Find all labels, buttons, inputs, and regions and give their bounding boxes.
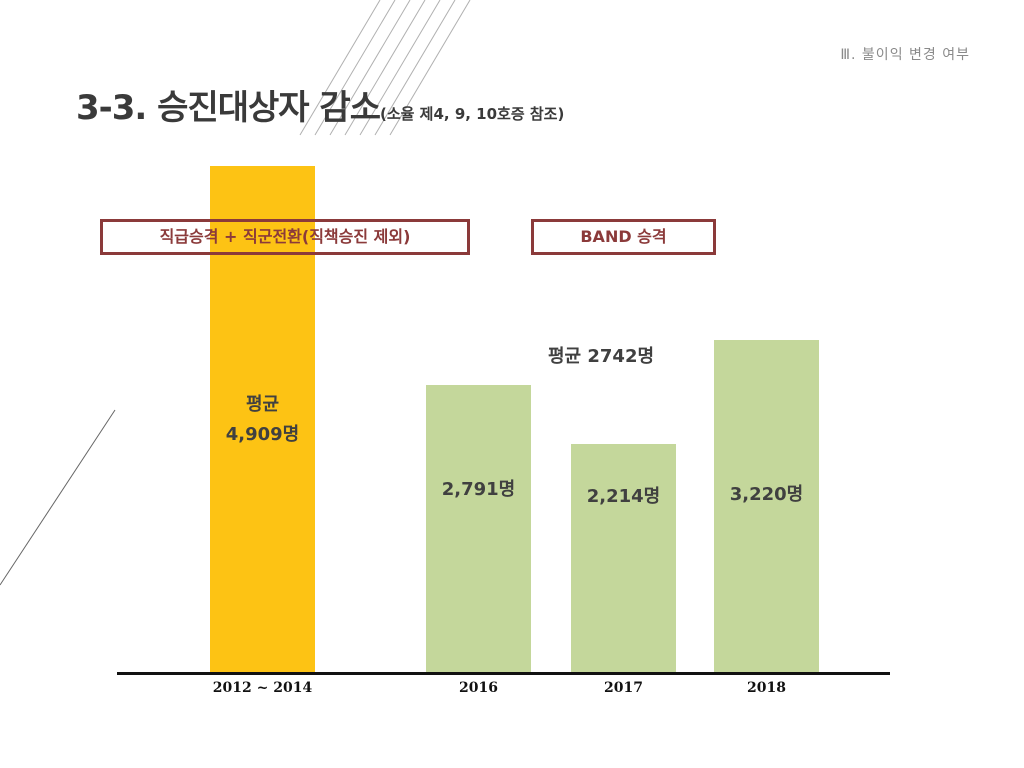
bar-0 [210, 166, 315, 673]
data-label: 3,220명 [729, 484, 804, 505]
x-tick-label: 2012 ~ 2014 [212, 680, 313, 696]
bar-2 [571, 444, 676, 673]
page-title: 3-3. 승진대상자 감소(소율 제4, 9, 10호증 참조) [76, 80, 564, 129]
bar-1 [426, 384, 531, 673]
average-annotation: 평균 2742명 [548, 346, 655, 367]
data-label: 평균 4,909명 [225, 394, 300, 445]
section-label: Ⅲ. 불이익 변경 여부 [840, 47, 970, 63]
title-reference: (소율 제4, 9, 10호증 참조) [379, 105, 565, 123]
category-box-band-promotion: BAND 승격 [531, 219, 716, 255]
x-tick-label: 2018 [747, 680, 786, 696]
x-tick-label: 2016 [459, 680, 498, 696]
x-axis-line [117, 672, 890, 675]
x-tick-label: 2017 [604, 680, 643, 696]
data-label: 2,214명 [586, 486, 661, 507]
category-box-grade-promotion: 직급승격 + 직군전환(직책승진 제외) [100, 219, 470, 255]
title-main: 3-3. 승진대상자 감소 [76, 88, 381, 128]
data-label: 2,791명 [441, 479, 516, 500]
bar-3 [714, 340, 819, 673]
